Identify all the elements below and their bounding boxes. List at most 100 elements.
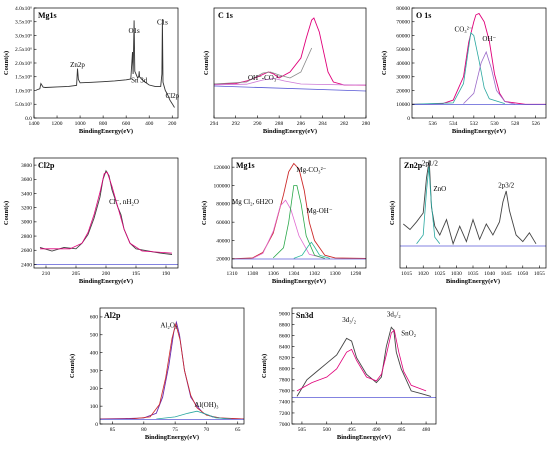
x-tick-label: 284 — [318, 121, 327, 127]
y-tick-label: 2400 — [21, 262, 32, 268]
x-axis-label: BindingEnergy(eV) — [79, 128, 133, 135]
chart-title: Sn3d — [296, 311, 314, 320]
y-tick-label: 400 — [90, 350, 99, 356]
x-tick-label: 70 — [204, 427, 210, 433]
x-tick-label: 1015 — [401, 271, 412, 277]
y-tick-label: 2.0x10⁶ — [15, 61, 32, 67]
y-tick-label: 70000 — [396, 20, 410, 26]
x-tick-label: 1300 — [330, 271, 341, 277]
series-line-mg1s-2 — [272, 185, 325, 259]
y-tick-label: 8600 — [279, 333, 290, 339]
y-tick-label: 7200 — [279, 411, 290, 417]
y-tick-label: 3000 — [21, 220, 32, 226]
y-tick-label: 10000 — [396, 102, 410, 108]
y-tick-label: 1.5x10⁶ — [15, 75, 32, 81]
y-tick-label: 3600 — [21, 177, 32, 183]
x-tick-label: 1025 — [434, 271, 445, 277]
x-tick-label: 292 — [232, 121, 241, 127]
x-tick-label: 1200 — [52, 121, 63, 127]
x-tick-label: 485 — [397, 427, 406, 433]
x-tick-label: 210 — [42, 271, 51, 277]
y-tick-label: 600 — [90, 315, 99, 321]
x-tick-label: 1298 — [350, 271, 361, 277]
y-tick-label: 40000 — [396, 61, 410, 67]
x-tick-label: 282 — [340, 121, 349, 127]
chart-title: Al2p — [104, 311, 121, 320]
y-tick-label: 1.0x10⁶ — [15, 88, 32, 94]
y-tick-label: 0.0 — [25, 116, 32, 122]
x-tick-label: 1020 — [418, 271, 429, 277]
x-axis-label: BindingEnergy(eV) — [263, 128, 317, 135]
x-tick-label: 290 — [253, 121, 262, 127]
peak-annotation: OH⁻-CO₃²⁻ — [248, 74, 282, 82]
x-axis-label: BindingEnergy(eV) — [446, 278, 500, 285]
series-line-al2p-1 — [99, 322, 245, 420]
x-tick-label: 1310 — [227, 271, 238, 277]
y-tick-label: 9000 — [279, 311, 290, 317]
y-tick-label: 0 — [407, 116, 410, 122]
y-tick-label: 80000 — [216, 202, 230, 208]
peak-annotation: CO₃²⁻ — [455, 25, 473, 33]
x-axis-label: BindingEnergy(eV) — [452, 128, 506, 135]
y-tick-label: 7000 — [279, 422, 290, 428]
plot-frame — [291, 307, 437, 425]
peak-annotation: 2p1/2 — [422, 160, 438, 168]
series-line-c1s-1 — [213, 47, 313, 85]
x-axis-label: BindingEnergy(eV) — [272, 278, 326, 285]
peak-annotation: 3d₅/₂ — [387, 310, 401, 318]
y-tick-label: 50000 — [396, 47, 410, 53]
x-tick-label: 495 — [347, 427, 356, 433]
peak-annotation: 3d₃/₂ — [342, 316, 356, 324]
x-tick-label: 200 — [102, 271, 111, 277]
chart-svg-zn2p: Zn2p 1015 1020 1025 1030 1035 1040 1045 1050 1055… — [389, 157, 547, 285]
peak-annotation: OH⁻ — [482, 35, 496, 43]
chart-panel-mg-survey: Mg1s 1400 1200 1000 800 600 400 200 0.0 5.0x10⁵ 1.… — [0, 0, 182, 142]
y-tick-label: 20000 — [396, 88, 410, 94]
chart-panel-c1s: C 1s 294 292 290 288 286 284 282 280 BindingEnerg… — [194, 0, 370, 142]
y-tick-label: 100000 — [214, 183, 231, 189]
x-tick-label: 528 — [511, 121, 520, 127]
series-line-mg1s-3 — [293, 241, 331, 259]
series-line-c1s-0 — [213, 17, 367, 86]
series-line-mg1s-0 — [231, 162, 367, 260]
plot-frame — [99, 307, 245, 425]
chart-panel-al2p: Al2p 85 80 75 70 65 0 100 200 300 400 500 600 Binding… — [68, 300, 248, 450]
x-tick-label: 1050 — [517, 271, 528, 277]
x-tick-label: 75 — [172, 427, 178, 433]
y-tick-label: 120000 — [214, 165, 231, 171]
x-tick-label: 1302 — [309, 271, 320, 277]
x-tick-label: 526 — [532, 121, 541, 127]
series-line-sn3d-1 — [296, 329, 427, 392]
plot-frame — [411, 7, 547, 119]
x-tick-label: 280 — [362, 121, 371, 127]
chart-panel-o1s: O 1s 536 534 532 530 528 526 0 10000 20000 30000 40… — [378, 0, 550, 142]
x-tick-label: 1035 — [468, 271, 479, 277]
series-line-zn2p-1 — [416, 166, 441, 245]
x-tick-label: 800 — [99, 121, 108, 127]
x-tick-label: 205 — [72, 271, 81, 277]
chart-svg-o1s: O 1s 536 534 532 530 528 526 0 10000 20000 30000 40… — [381, 6, 547, 135]
chart-svg-c1s: C 1s 294 292 290 288 286 284 282 280 BindingEnerg… — [203, 7, 371, 135]
x-tick-label: 1400 — [29, 121, 40, 127]
x-tick-label: 1045 — [501, 271, 512, 277]
y-axis-label: Count(s) — [3, 201, 10, 225]
y-tick-label: 2800 — [21, 234, 32, 240]
y-tick-label: 2600 — [21, 248, 32, 254]
peak-annotation: Zn2p — [70, 61, 85, 69]
plot-frame — [33, 157, 179, 269]
y-tick-label: 7800 — [279, 378, 290, 384]
x-tick-label: 536 — [428, 121, 437, 127]
chart-title: O 1s — [416, 11, 431, 20]
y-tick-label: 3800 — [21, 163, 32, 169]
chart-panel-cl2p: Cl2p 210 205 200 195 190 2400 2600 2800 3000 3200 3… — [0, 150, 182, 292]
x-tick-label: 200 — [168, 121, 177, 127]
y-tick-label: 500 — [90, 333, 99, 339]
y-axis-label: Count(s) — [201, 201, 208, 225]
y-tick-label: 3.0x10⁶ — [15, 33, 32, 39]
plot-frame — [213, 7, 367, 119]
x-tick-label: 505 — [298, 427, 307, 433]
x-tick-label: 65 — [235, 427, 241, 433]
y-tick-label: 30000 — [396, 75, 410, 81]
series-line-c1s-2 — [213, 77, 367, 86]
